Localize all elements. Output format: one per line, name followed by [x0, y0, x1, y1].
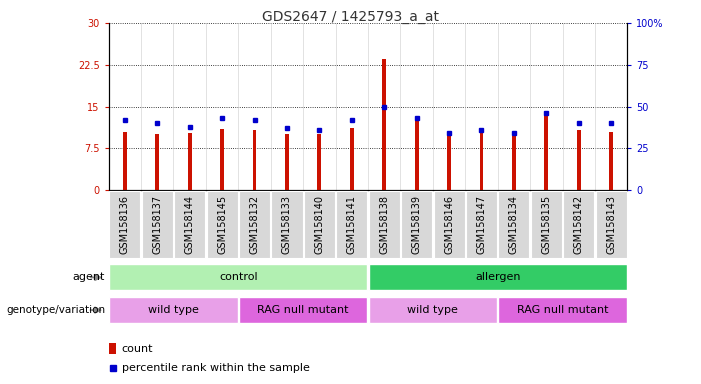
- Bar: [285, 134, 289, 190]
- Text: GSM158136: GSM158136: [120, 195, 130, 254]
- Bar: [382, 59, 386, 190]
- FancyBboxPatch shape: [369, 192, 400, 258]
- FancyBboxPatch shape: [207, 192, 238, 258]
- Bar: [479, 133, 484, 190]
- FancyBboxPatch shape: [596, 192, 627, 258]
- Text: GSM158139: GSM158139: [411, 195, 422, 254]
- Bar: [318, 134, 321, 190]
- Bar: [447, 134, 451, 190]
- FancyBboxPatch shape: [466, 192, 497, 258]
- Bar: [123, 132, 127, 190]
- Text: GSM158133: GSM158133: [282, 195, 292, 254]
- Text: RAG null mutant: RAG null mutant: [257, 305, 349, 315]
- FancyBboxPatch shape: [142, 192, 173, 258]
- Text: GDS2647 / 1425793_a_at: GDS2647 / 1425793_a_at: [262, 10, 439, 23]
- Bar: [156, 134, 159, 190]
- Bar: [350, 128, 354, 190]
- Bar: [220, 129, 224, 190]
- Text: GSM158132: GSM158132: [250, 195, 259, 254]
- Bar: [512, 136, 516, 190]
- Bar: [109, 343, 116, 354]
- FancyBboxPatch shape: [239, 297, 367, 323]
- Text: GSM158144: GSM158144: [184, 195, 195, 254]
- Bar: [577, 130, 580, 190]
- FancyBboxPatch shape: [304, 192, 335, 258]
- FancyBboxPatch shape: [433, 192, 465, 258]
- FancyBboxPatch shape: [271, 192, 303, 258]
- FancyBboxPatch shape: [498, 192, 529, 258]
- FancyBboxPatch shape: [531, 192, 562, 258]
- Text: GSM158145: GSM158145: [217, 195, 227, 254]
- Text: GSM158135: GSM158135: [541, 195, 552, 254]
- Text: percentile rank within the sample: percentile rank within the sample: [122, 363, 310, 373]
- Text: GSM158138: GSM158138: [379, 195, 389, 254]
- Text: control: control: [219, 272, 258, 283]
- Text: GSM158134: GSM158134: [509, 195, 519, 254]
- Text: allergen: allergen: [475, 272, 520, 283]
- Text: wild type: wild type: [407, 305, 458, 315]
- FancyBboxPatch shape: [109, 192, 140, 258]
- Bar: [188, 133, 191, 190]
- FancyBboxPatch shape: [369, 265, 627, 290]
- FancyBboxPatch shape: [401, 192, 433, 258]
- FancyBboxPatch shape: [498, 297, 627, 323]
- Text: genotype/variation: genotype/variation: [6, 305, 105, 315]
- FancyBboxPatch shape: [174, 192, 205, 258]
- Text: count: count: [122, 344, 153, 354]
- Text: GSM158147: GSM158147: [477, 195, 486, 254]
- Text: agent: agent: [73, 272, 105, 282]
- Text: GSM158141: GSM158141: [347, 195, 357, 254]
- Text: GSM158142: GSM158142: [573, 195, 584, 254]
- Bar: [252, 130, 257, 190]
- FancyBboxPatch shape: [563, 192, 594, 258]
- Text: wild type: wild type: [148, 305, 199, 315]
- Bar: [609, 132, 613, 190]
- Text: GSM158146: GSM158146: [444, 195, 454, 254]
- FancyBboxPatch shape: [336, 192, 367, 258]
- FancyBboxPatch shape: [369, 297, 497, 323]
- FancyBboxPatch shape: [109, 297, 238, 323]
- FancyBboxPatch shape: [239, 192, 270, 258]
- FancyBboxPatch shape: [109, 265, 367, 290]
- Text: GSM158140: GSM158140: [314, 195, 325, 254]
- Text: GSM158137: GSM158137: [152, 195, 163, 254]
- Bar: [415, 121, 418, 190]
- Text: GSM158143: GSM158143: [606, 195, 616, 254]
- Bar: [545, 112, 548, 190]
- Text: RAG null mutant: RAG null mutant: [517, 305, 608, 315]
